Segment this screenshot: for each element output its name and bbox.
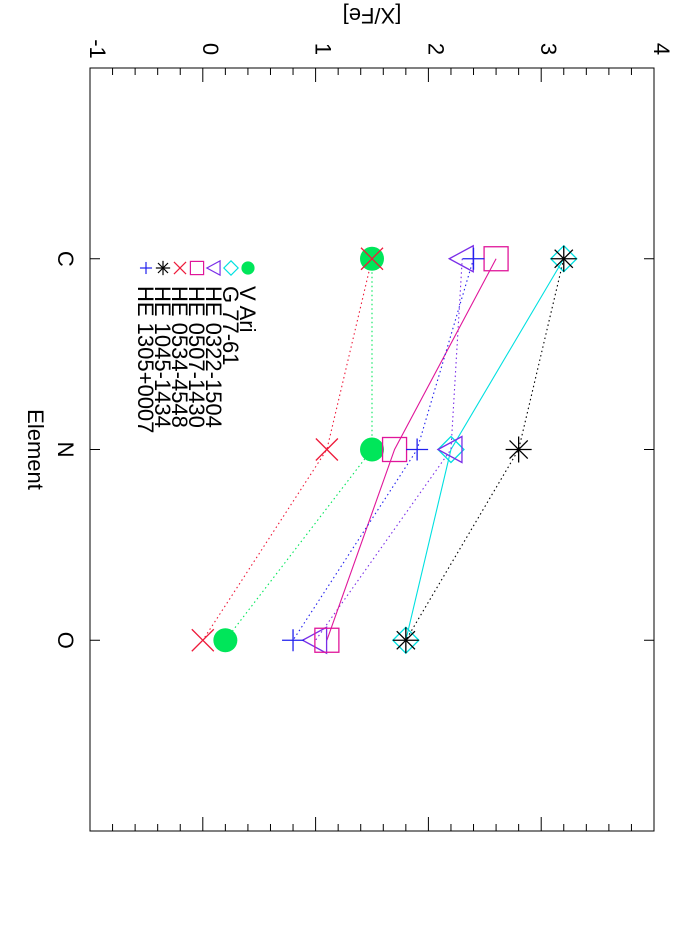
category-tick-label: N bbox=[53, 442, 78, 458]
marker-plus bbox=[282, 629, 305, 652]
marker-square bbox=[189, 260, 205, 276]
series-line bbox=[405, 258, 565, 641]
marker-filled-circle bbox=[213, 628, 238, 653]
marker-triangle bbox=[436, 435, 463, 464]
x-axis-title: Element bbox=[23, 409, 48, 490]
marker-asterisk bbox=[392, 627, 419, 654]
legend-label: HE 0507-1430 bbox=[184, 286, 209, 428]
data-markers bbox=[191, 244, 578, 655]
marker-plus bbox=[462, 247, 485, 270]
marker-asterisk bbox=[550, 245, 577, 272]
value-tick-label: -1 bbox=[85, 39, 110, 59]
marker-cross bbox=[173, 261, 187, 275]
series-line bbox=[224, 258, 373, 641]
series-line bbox=[315, 258, 463, 641]
marker-diamond bbox=[437, 435, 465, 464]
marker-cross bbox=[191, 628, 215, 652]
marker-plus bbox=[139, 261, 153, 275]
axis-ticks bbox=[89, 67, 655, 832]
legend-label: HE 0322-1504 bbox=[201, 286, 226, 428]
marker-plus bbox=[406, 438, 429, 461]
marker-asterisk bbox=[155, 260, 171, 276]
series-line bbox=[202, 258, 373, 641]
marker-cross bbox=[315, 438, 339, 461]
category-tick-label: O bbox=[53, 632, 78, 649]
value-tick-label: 3 bbox=[536, 43, 561, 55]
y-axis-title: [X/Fe] bbox=[343, 3, 402, 28]
category-tick-label: C bbox=[53, 251, 78, 267]
legend-label: HE 1305+0007 bbox=[133, 286, 158, 433]
legend-label: HE 1045-1434 bbox=[150, 286, 175, 428]
marker-filled-circle bbox=[360, 437, 384, 462]
marker-filled-circle bbox=[241, 261, 255, 275]
series-line bbox=[405, 258, 565, 641]
value-tick-label: 0 bbox=[198, 43, 223, 55]
marker-square bbox=[314, 627, 340, 653]
legend-label: HE 0534-4548 bbox=[167, 286, 192, 428]
marker-diamond bbox=[223, 260, 239, 276]
value-tick-label: 2 bbox=[423, 43, 448, 55]
legend-label: G 77-61 bbox=[218, 286, 243, 366]
legend-label: V Ari bbox=[235, 286, 260, 332]
marker-cross bbox=[360, 247, 384, 271]
axis-labels: -1 0 1 2 3 4 C N O [X/Fe] Element bbox=[23, 3, 674, 649]
series-line bbox=[326, 258, 497, 641]
value-tick-label: 1 bbox=[311, 43, 336, 55]
marker-asterisk bbox=[505, 436, 532, 463]
value-tick-label: 4 bbox=[649, 43, 674, 55]
marker-triangle bbox=[205, 259, 221, 277]
